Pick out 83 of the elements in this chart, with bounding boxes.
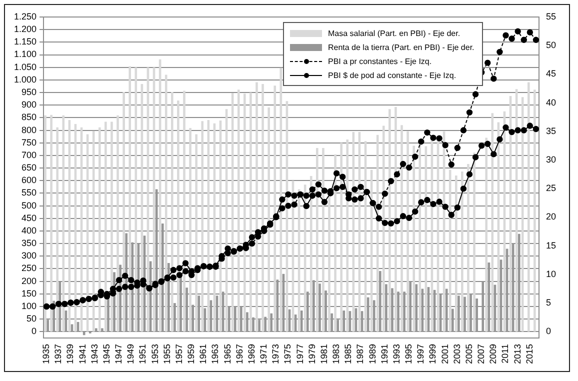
y2-tick-label: 0 [546,326,552,336]
y-tick-label: 550 [21,188,37,198]
x-tick-label: 2005 [464,344,474,364]
legend-label: PBI $ de pod ad constante - Eje Izq. [328,70,456,80]
y-tick-label: 1.000 [14,74,37,84]
y2-tick-label: 10 [546,268,556,279]
y-tick-label: 100 [21,300,37,311]
y-tick-label: 450 [21,212,37,223]
y-tick-label: 800 [21,124,37,135]
y-tick-label: 150 [21,288,37,298]
x-tick-label: 2011 [500,344,510,364]
y2-tick-label: 5 [546,298,552,308]
x-tick-label: 1993 [391,344,402,364]
x-tick-label: 1965 [222,344,232,364]
x-tick-label: 2009 [488,344,498,364]
y-tick-label: 700 [21,150,37,160]
x-tick-label: 1963 [210,344,220,364]
y-tick-label: 650 [21,162,37,173]
x-tick-label: 1955 [162,344,172,364]
x-tick-label: 1957 [174,344,184,364]
x-tick-label: 1959 [186,344,196,364]
y2-tick-label: 25 [546,183,556,194]
y2-tick-label: 40 [546,97,556,108]
y-tick-label: 50 [26,314,37,324]
y-tick-label: 0 [32,326,37,336]
x-tick-label: 1939 [65,344,76,364]
y-tick-label: 1.200 [14,24,37,34]
x-tick-label: 1969 [246,344,256,364]
y-tick-label: 250 [21,263,37,274]
x-tick-label: 1941 [77,344,88,364]
y2-tick-label: 30 [546,154,556,165]
x-tick-label: 1953 [150,344,160,364]
x-tick-label: 1977 [294,344,305,364]
x-tick-label: 1943 [89,344,100,364]
x-tick-label: 1995 [404,344,414,364]
x-tick-label: 1971 [258,344,269,364]
x-tick-label: 1937 [53,344,64,364]
y-tick-label: 200 [21,276,37,286]
y2-tick-label: 45 [546,68,556,79]
x-tick-label: 1973 [270,344,281,364]
y-tick-label: 400 [21,225,37,236]
legend-label: PBI a pr constantes - Eje Izq. [328,56,432,66]
x-tick-label: 1997 [416,344,426,364]
y2-tick-label: 50 [546,40,556,50]
y-tick-label: 750 [21,137,37,148]
x-tick-label: 2015 [524,344,534,364]
x-tick-label: 1967 [234,344,244,364]
x-tick-label: 1989 [367,344,378,364]
x-tick-label: 1975 [282,344,293,364]
y2-tick-label: 55 [546,11,556,22]
legend-label: Renta de la tierra (Part. en PBI) - Eje der. [328,42,474,52]
y-tick-label: 950 [21,87,37,98]
x-tick-label: 1999 [428,344,438,364]
x-tick-label: 1949 [126,344,136,364]
x-tick-label: 1951 [138,344,148,364]
legend-label: Masa salarial (Part. en PBI) - Eje der. [328,28,460,38]
y-tick-label: 300 [21,250,37,261]
y2-tick-label: 20 [546,212,556,222]
x-tick-label: 2013 [512,344,522,364]
y-tick-label: 1.150 [14,36,37,47]
x-tick-label: 1947 [114,344,124,364]
y2-tick-label: 15 [546,240,556,250]
x-tick-label: 1945 [101,344,112,364]
x-tick-label: 1961 [198,344,208,364]
x-tick-label: 2001 [440,344,450,364]
y-tick-label: 1.250 [14,11,37,22]
y-tick-label: 1.100 [14,49,37,60]
x-tick-label: 1935 [41,344,52,364]
x-tick-label: 1983 [331,344,342,364]
x-tick-label: 1979 [306,344,317,364]
x-tick-label: 2003 [452,344,462,364]
y-tick-label: 500 [21,200,37,210]
y2-tick-label: 35 [546,126,556,136]
y-tick-label: 350 [21,238,37,248]
x-tick-label: 1981 [318,344,329,364]
x-tick-label: 1991 [379,344,390,364]
x-tick-label: 1987 [355,344,366,364]
y-tick-label: 850 [21,112,37,122]
y-tick-label: 600 [21,175,37,186]
y-tick-label: 900 [21,100,37,110]
x-tick-label: 2007 [476,344,486,364]
x-tick-label: 1985 [343,344,354,364]
y-tick-label: 1.050 [14,62,37,72]
